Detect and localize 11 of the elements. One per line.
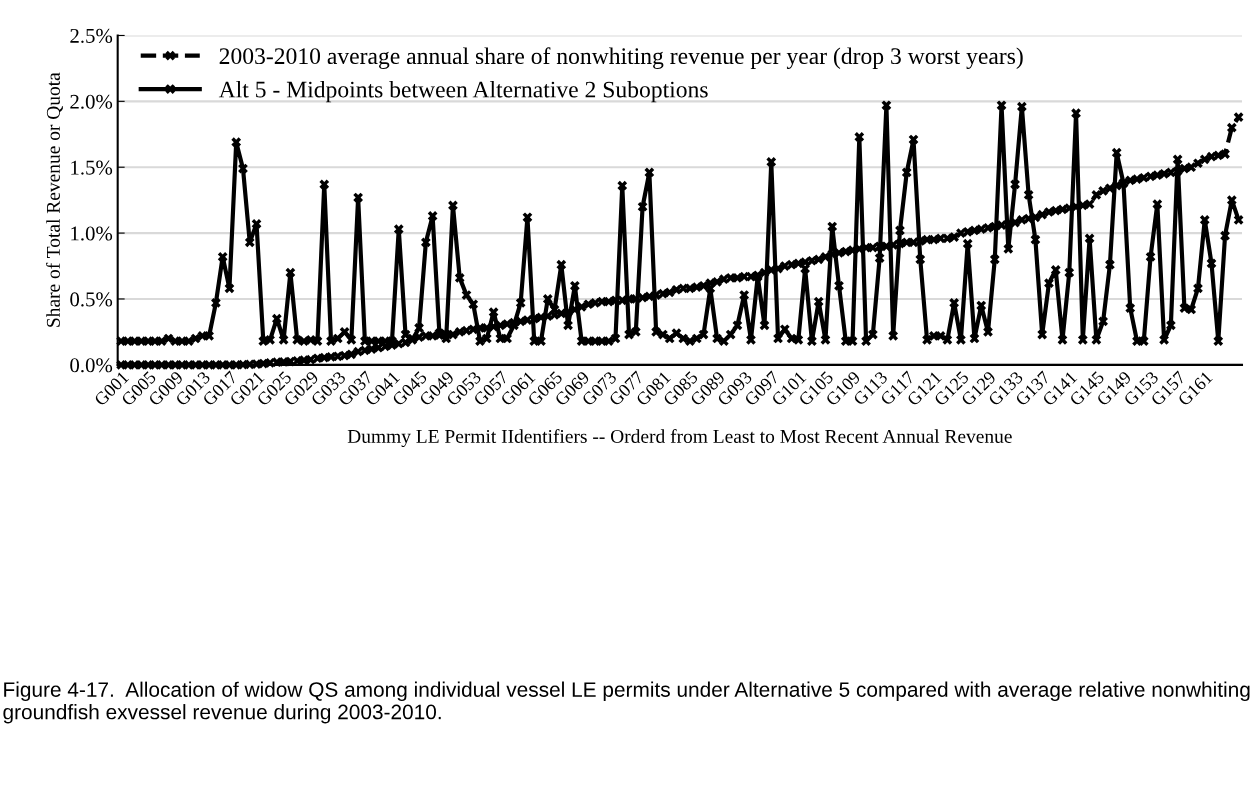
legend-label: Alt 5 - Midpoints between Alternative 2 Suboptions [218,80,708,103]
y-tick-label: 2.0% [70,94,113,109]
y-tick-label: 0.5% [70,292,113,307]
y-tick-label: 2.5% [70,28,113,43]
y-tick-label: 1.0% [71,226,113,241]
y-axis-title: Share of Total Revenue or Quota [46,72,63,327]
caption: Figure 4-17. Allocation of widow QS among individual vessel LE permits under Alternative 5 compared with average relative nonwhiting groundfish exvessel revenue during 2003-2010. [3,681,1250,724]
x-axis-title: Dummy LE Permit IIdentifiers -- Orderd from Least to Most Recent Annual Revenue [347,429,1012,447]
y-tick-label: 0.0% [70,358,113,373]
legend-label: 2003-2010 average annual share of nonwhiting revenue per year (drop 3 worst years) [219,47,1023,69]
y-tick-label: 1.5% [71,160,113,175]
